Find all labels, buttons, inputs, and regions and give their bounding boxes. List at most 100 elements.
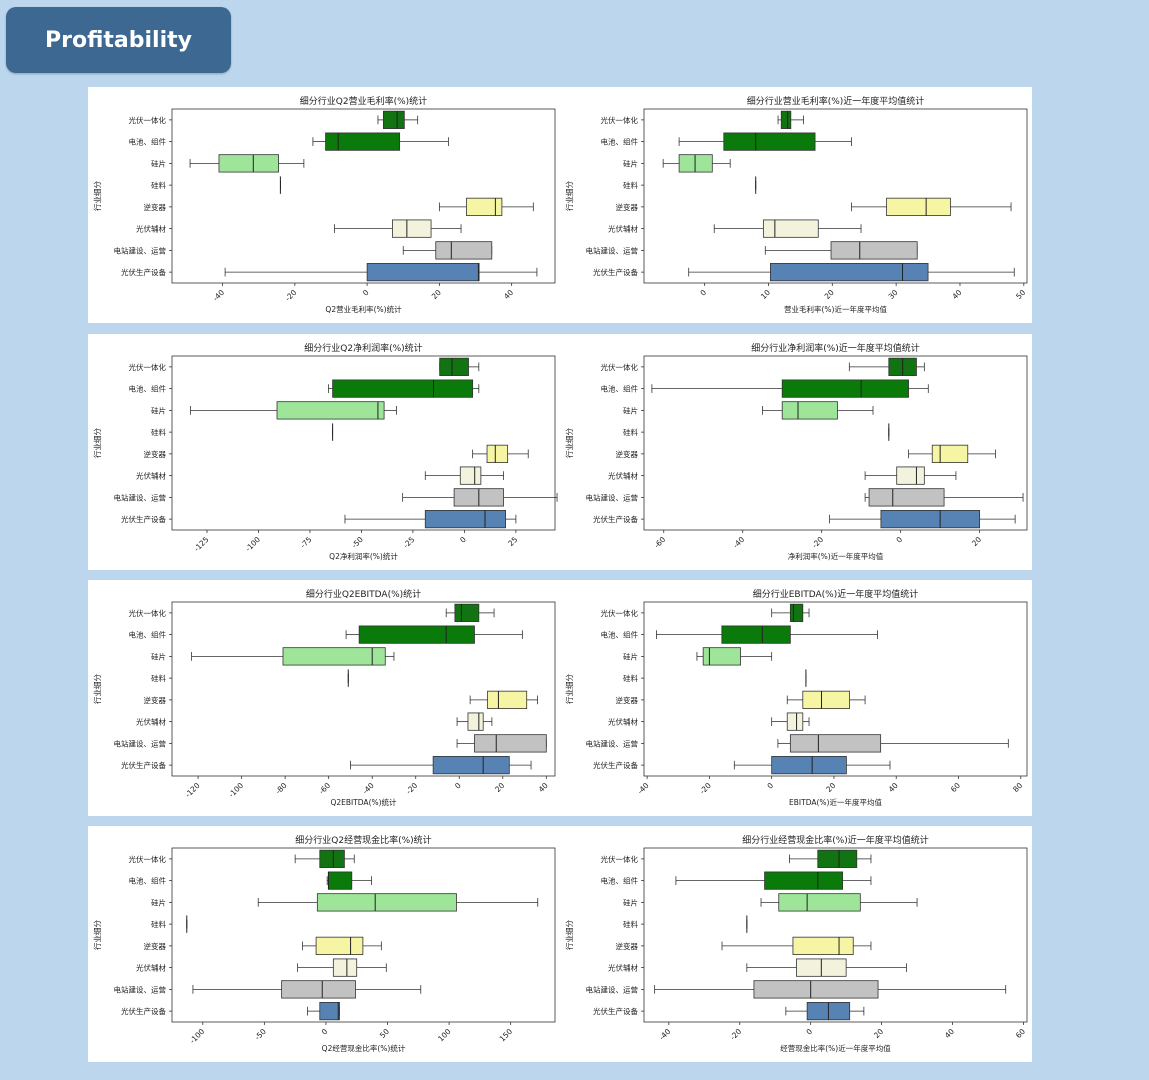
box-7 bbox=[654, 980, 1007, 999]
iqr-box bbox=[830, 241, 918, 260]
y-tick-label: 光伏生产设备 bbox=[593, 267, 638, 277]
x-tick-label: 40 bbox=[537, 781, 550, 794]
y-tick-label: 硅片 bbox=[623, 651, 638, 661]
x-tick-label: 0 bbox=[458, 535, 468, 545]
y-tick-label: 光伏一体化 bbox=[129, 608, 167, 618]
iqr-box bbox=[366, 263, 480, 282]
box-5 bbox=[469, 690, 538, 709]
y-tick-label: 硅料 bbox=[623, 180, 638, 190]
iqr-box bbox=[424, 510, 506, 529]
iqr-box bbox=[702, 647, 741, 666]
y-tick-label: 电站建设、运营 bbox=[586, 984, 639, 994]
x-tick-label: 40 bbox=[950, 288, 963, 301]
iqr-box bbox=[487, 690, 528, 709]
iqr-box bbox=[486, 444, 509, 463]
x-tick-label: 0 bbox=[320, 1027, 330, 1037]
box-5 bbox=[721, 936, 872, 955]
x-tick-label: 100 bbox=[436, 1027, 453, 1044]
x-axis-label: Q2营业毛利率(%)统计 bbox=[325, 304, 402, 314]
x-axis-label: Q2净利润率(%)统计 bbox=[329, 551, 398, 561]
box-8 bbox=[350, 756, 532, 775]
y-axis-label: 行业细分 bbox=[564, 674, 574, 704]
box-2 bbox=[345, 625, 523, 644]
chart-panel-4: 细分行业Q2经营现金比率(%)统计 -100 -50 0 50 100 150 Q2经营现金比… bbox=[88, 826, 1032, 1062]
y-tick-label: 光伏生产设备 bbox=[121, 514, 166, 524]
y-tick-label: 光伏一体化 bbox=[129, 115, 167, 125]
chart-q2-gross-margin: 细分行业Q2营业毛利率(%)统计 -40 -20 0 20 40 Q2营业毛利率(%)统计 行… bbox=[92, 95, 556, 314]
y-tick-label: 光伏辅材 bbox=[608, 717, 638, 727]
y-axis-label: 行业细分 bbox=[564, 181, 574, 211]
plot-frame bbox=[643, 847, 1028, 1023]
y-tick-label: 电站建设、运营 bbox=[586, 492, 639, 502]
box-8 bbox=[733, 756, 891, 775]
chart-title: 细分行业营业毛利率(%)近一年度平均值统计 bbox=[747, 95, 925, 107]
box-5 bbox=[908, 444, 996, 463]
iqr-box bbox=[316, 893, 457, 912]
x-tick-label: 20 bbox=[970, 535, 983, 548]
x-axis-label: Q2EBITDA(%)统计 bbox=[330, 797, 397, 807]
iqr-box bbox=[769, 263, 929, 282]
box-2 bbox=[651, 379, 929, 398]
iqr-box bbox=[802, 690, 850, 709]
iqr-box bbox=[276, 401, 385, 420]
y-tick-label: 光伏辅材 bbox=[136, 224, 166, 234]
y-tick-label: 逆变器 bbox=[144, 449, 167, 459]
x-tick-label: 25 bbox=[506, 535, 519, 548]
iqr-box bbox=[382, 110, 405, 129]
y-tick-label: 逆变器 bbox=[616, 202, 639, 212]
y-tick-label: 电池、组件 bbox=[129, 384, 167, 394]
box-1 bbox=[788, 849, 872, 868]
y-tick-label: 硅片 bbox=[151, 651, 166, 661]
box-1 bbox=[848, 357, 925, 376]
iqr-box bbox=[218, 154, 279, 173]
box-7 bbox=[764, 241, 918, 260]
iqr-box bbox=[435, 241, 493, 260]
iqr-box bbox=[332, 379, 474, 398]
y-tick-label: 光伏一体化 bbox=[601, 115, 639, 125]
x-tick-label: -40 bbox=[211, 288, 226, 303]
x-tick-label: 0 bbox=[804, 1027, 814, 1037]
y-tick-label: 光伏辅材 bbox=[608, 963, 638, 973]
x-axis-label: Q2经营现金比率(%)统计 bbox=[322, 1043, 406, 1053]
chart-gross-margin-annual: 细分行业营业毛利率(%)近一年度平均值统计 0 10 20 30 40 50 营业毛利率(%)… bbox=[564, 95, 1028, 314]
iqr-box bbox=[778, 893, 861, 912]
x-tick-label: 150 bbox=[498, 1027, 515, 1044]
y-tick-label: 硅料 bbox=[151, 427, 166, 437]
chart-q2-ebitda: 细分行业Q2EBITDA(%)统计 -120 -100 -80 -60 -40 -20 0 20… bbox=[92, 588, 556, 807]
chart-title: 细分行业Q2净利润率(%)统计 bbox=[304, 342, 422, 354]
y-tick-label: 光伏一体化 bbox=[129, 362, 167, 372]
y-tick-label: 光伏辅材 bbox=[608, 224, 638, 234]
x-tick-label: -40 bbox=[731, 535, 746, 550]
iqr-box bbox=[764, 871, 843, 890]
iqr-box bbox=[723, 132, 816, 151]
box-3 bbox=[190, 401, 397, 420]
box-3 bbox=[760, 893, 918, 912]
y-tick-label: 光伏生产设备 bbox=[593, 760, 638, 770]
iqr-box bbox=[281, 980, 356, 999]
box-8 bbox=[688, 263, 1015, 282]
box-7 bbox=[402, 488, 558, 507]
box-5 bbox=[472, 444, 529, 463]
iqr-box bbox=[789, 603, 804, 622]
box-6 bbox=[424, 466, 504, 485]
y-tick-label: 硅片 bbox=[151, 405, 166, 415]
box-1 bbox=[771, 603, 810, 622]
chart-panel-3: 细分行业Q2EBITDA(%)统计 -120 -100 -80 -60 -40 -20 0 20… bbox=[88, 580, 1032, 816]
y-tick-label: 逆变器 bbox=[616, 941, 639, 951]
x-tick-label: -40 bbox=[657, 1027, 672, 1042]
x-tick-label: 40 bbox=[887, 781, 900, 794]
y-tick-label: 电站建设、运营 bbox=[114, 492, 167, 502]
box-8 bbox=[785, 1002, 865, 1021]
y-tick-label: 硅片 bbox=[623, 405, 638, 415]
plot-frame bbox=[643, 601, 1028, 777]
x-tick-label: 50 bbox=[378, 1027, 391, 1040]
x-tick-label: -50 bbox=[253, 1027, 268, 1042]
box-8 bbox=[224, 263, 538, 282]
box-1 bbox=[445, 603, 495, 622]
box-6 bbox=[864, 466, 957, 485]
y-tick-label: 硅料 bbox=[151, 180, 166, 190]
x-tick-label: 60 bbox=[1014, 1027, 1027, 1040]
y-axis-label: 行业细分 bbox=[92, 428, 102, 458]
y-tick-label: 电池、组件 bbox=[601, 384, 639, 394]
chart-title: 细分行业Q2经营现金比率(%)统计 bbox=[295, 834, 431, 846]
